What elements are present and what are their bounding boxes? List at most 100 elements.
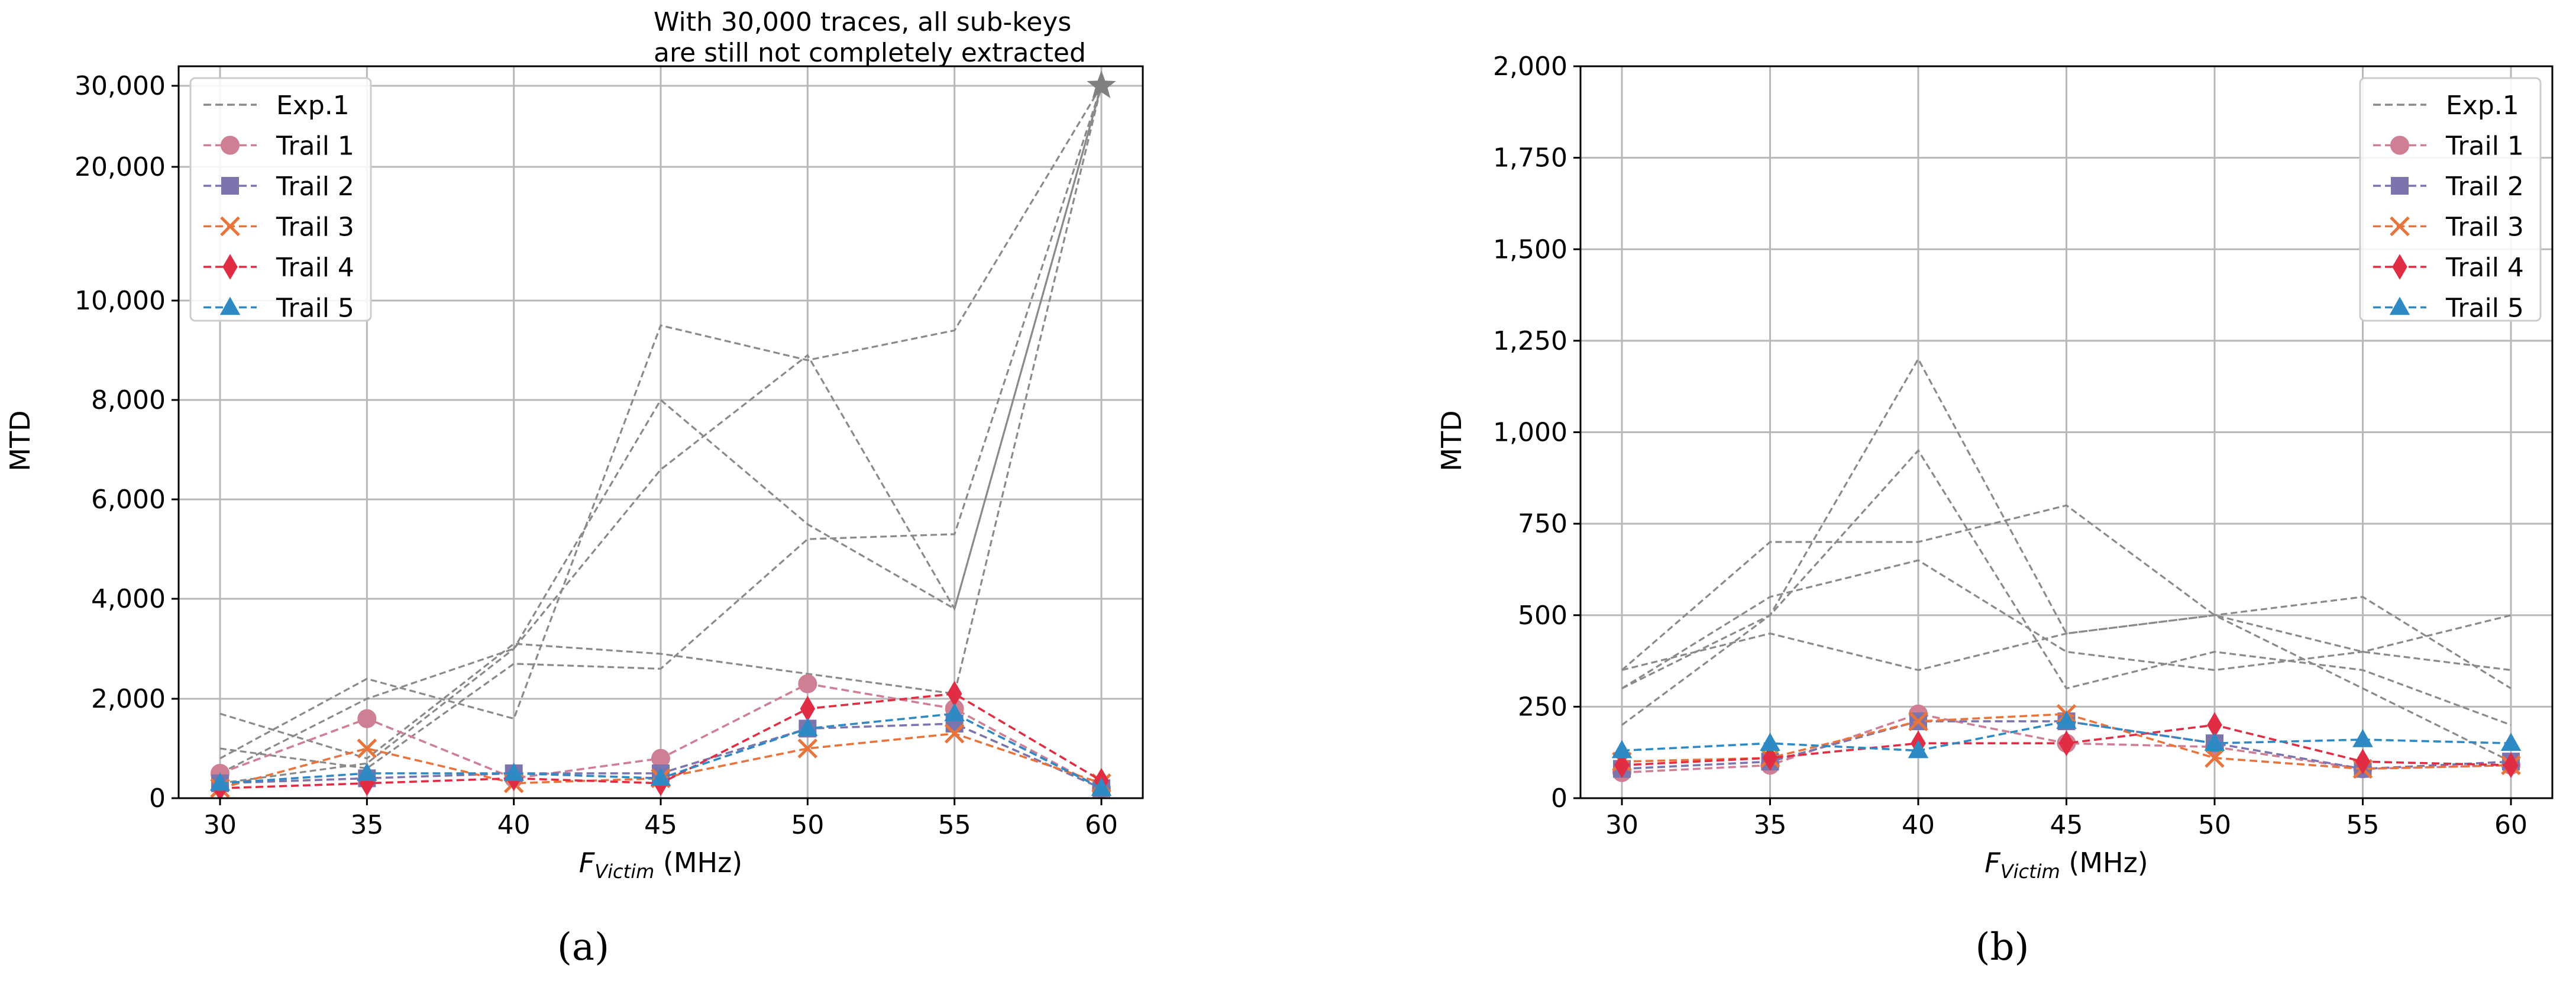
data-point bbox=[2207, 712, 2222, 738]
legend-label: Trail 3 bbox=[276, 212, 354, 243]
y-tick-label: 8,000 bbox=[91, 385, 166, 415]
x-tick-label: 30 bbox=[203, 810, 237, 840]
data-point bbox=[1762, 745, 1778, 771]
y-tick-label: 250 bbox=[1518, 692, 1567, 722]
data-point bbox=[357, 763, 377, 781]
legend-marker bbox=[222, 254, 238, 280]
exp1-lines-b bbox=[1621, 357, 2512, 763]
data-point bbox=[1614, 752, 1630, 779]
caption-a: (a) bbox=[557, 925, 609, 969]
x-axis-label-main-b: F bbox=[1984, 847, 2000, 879]
y-tick-label: 4,000 bbox=[91, 584, 166, 614]
legend-marker bbox=[2390, 216, 2410, 237]
x-axis-label-unit-b: (MHz) bbox=[2060, 847, 2148, 879]
x-tick-label: 35 bbox=[350, 810, 383, 840]
exp1-line bbox=[219, 85, 1103, 760]
annotation-star bbox=[1087, 70, 1116, 98]
y-tick-label: 1,500 bbox=[1493, 234, 1567, 264]
data-point bbox=[2056, 711, 2077, 729]
x-tick-label: 40 bbox=[497, 810, 531, 840]
x-tick-label: 45 bbox=[2050, 810, 2083, 840]
chart-panel-a: 30 35 40 45 50 55 60 0 2,000 4,000 6,000 8,000 10,0… bbox=[4, 7, 1144, 969]
x-axis-label-unit-a: (MHz) bbox=[654, 847, 742, 879]
y-ticks-a: 0 2,000 4,000 6,000 8,000 10,000 20,000 30,000 bbox=[75, 71, 179, 814]
y-tick-label: 20,000 bbox=[75, 152, 166, 182]
annotation-line-2: are still not completely extracted bbox=[654, 38, 1086, 68]
data-point bbox=[797, 738, 818, 759]
y-tick-label: 0 bbox=[149, 783, 166, 814]
annotation-line-1: With 30,000 traces, all sub-keys bbox=[654, 7, 1071, 37]
exp1-lines-a bbox=[219, 85, 1103, 785]
x-tick-label: 50 bbox=[2198, 810, 2231, 840]
data-point bbox=[944, 703, 965, 721]
x-axis-label-a: FVictim (MHz) bbox=[579, 847, 742, 883]
data-point bbox=[2204, 732, 2225, 751]
x-axis-label-sub-a: Victim bbox=[594, 860, 654, 883]
caption-b: (b) bbox=[1976, 925, 2029, 969]
annotation-a: With 30,000 traces, all sub-keys are sti… bbox=[654, 7, 1086, 68]
x-tick-label: 30 bbox=[1605, 810, 1638, 840]
legend-label: Trail 1 bbox=[276, 131, 354, 162]
legend-marker bbox=[2391, 177, 2409, 195]
trail-lines-a bbox=[209, 70, 1116, 801]
exp1-line bbox=[1621, 596, 2512, 689]
x-tick-label: 60 bbox=[2494, 810, 2527, 840]
y-tick-label: 0 bbox=[1551, 783, 1567, 814]
legend-marker bbox=[219, 296, 241, 315]
y-tick-label: 6,000 bbox=[91, 485, 166, 515]
y-tick-label: 2,000 bbox=[91, 684, 166, 714]
legend-label: Trail 5 bbox=[276, 293, 354, 324]
data-point bbox=[357, 709, 377, 728]
legend-label: Trail 2 bbox=[2445, 172, 2524, 202]
y-tick-label: 1,750 bbox=[1493, 143, 1567, 173]
data-point bbox=[503, 763, 524, 781]
legend-b: Exp.1 Trail 1 Trail 2 Trail 3 Trail 4 Trail 5 bbox=[2359, 77, 2542, 324]
x-tick-label: 55 bbox=[2346, 810, 2380, 840]
data-point bbox=[2058, 730, 2074, 756]
y-axis-label-b: MTD bbox=[1436, 410, 1468, 471]
x-ticks-a: 30 35 40 45 50 55 60 bbox=[203, 798, 1118, 840]
legend-marker bbox=[220, 216, 240, 237]
data-point bbox=[2205, 748, 2225, 768]
data-point bbox=[2355, 748, 2371, 775]
legend-marker bbox=[2392, 254, 2407, 280]
legend-label: Trail 5 bbox=[2445, 293, 2524, 324]
exp1-line bbox=[219, 85, 1103, 770]
legend-label: Trail 4 bbox=[276, 253, 354, 283]
x-tick-label: 55 bbox=[938, 810, 971, 840]
legend-a: Exp.1 Trail 1 Trail 2 Trail 3 Trail 4 Trail 5 bbox=[189, 77, 372, 324]
y-tick-label: 500 bbox=[1518, 601, 1567, 631]
data-point bbox=[357, 738, 377, 759]
x-axis-label-b: FVictim (MHz) bbox=[1984, 847, 2148, 883]
legend-marker bbox=[2389, 296, 2410, 315]
data-point bbox=[650, 767, 671, 786]
x-axis-label-sub-b: Victim bbox=[2000, 860, 2060, 883]
legend-label: Trail 2 bbox=[276, 172, 354, 202]
data-point bbox=[2503, 752, 2519, 779]
trail-lines-b bbox=[1611, 704, 2522, 782]
data-point bbox=[946, 680, 962, 707]
data-point bbox=[2500, 732, 2522, 751]
exp1-line bbox=[219, 85, 1103, 760]
data-point bbox=[1908, 740, 1929, 759]
y-tick-label: 30,000 bbox=[75, 71, 166, 101]
exp1-line bbox=[219, 85, 1103, 775]
y-axis-label-a: MTD bbox=[4, 410, 36, 471]
x-axis-label-main-a: F bbox=[579, 847, 595, 879]
y-ticks-b: 0 250 500 750 1,000 1,250 1,500 1,750 2,000 bbox=[1493, 51, 1580, 814]
x-tick-label: 60 bbox=[1085, 810, 1118, 840]
grid-a bbox=[179, 66, 1143, 799]
y-tick-label: 2,000 bbox=[1493, 51, 1567, 82]
legend-marker bbox=[221, 135, 240, 155]
legend-label: Exp.1 bbox=[276, 91, 350, 121]
data-point bbox=[798, 674, 817, 693]
legend-label: Trail 1 bbox=[2445, 131, 2524, 162]
x-ticks-b: 30 35 40 45 50 55 60 bbox=[1605, 798, 2527, 840]
exp1-line bbox=[1621, 448, 2512, 726]
data-point bbox=[1908, 711, 1928, 731]
data-point bbox=[209, 772, 231, 791]
data-point bbox=[944, 724, 965, 744]
x-tick-label: 35 bbox=[1754, 810, 1787, 840]
legend-label: Trail 4 bbox=[2445, 253, 2524, 283]
y-tick-label: 10,000 bbox=[75, 286, 166, 316]
